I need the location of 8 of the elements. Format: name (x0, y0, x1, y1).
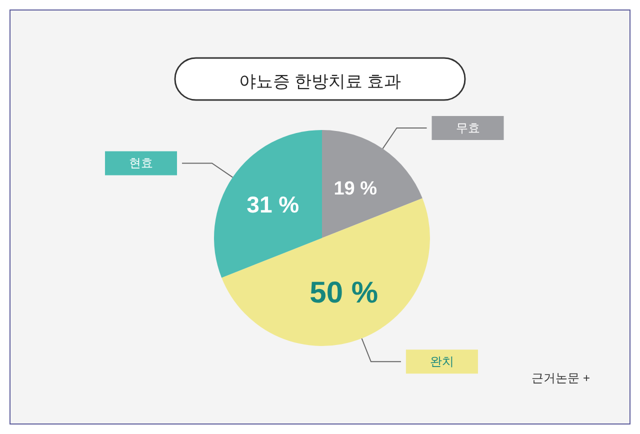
slice-label: 완치 (430, 354, 454, 369)
text: 근거논문 + (532, 371, 590, 385)
slice-label: 무효 (456, 121, 480, 135)
data-label: 31 % (246, 192, 300, 218)
data-label: 19 % (334, 178, 378, 200)
data-label: 50 % (310, 276, 378, 310)
chart-title: 야뇨증 한방치료 효과 (238, 72, 402, 91)
slice-label: 현효 (129, 156, 153, 170)
